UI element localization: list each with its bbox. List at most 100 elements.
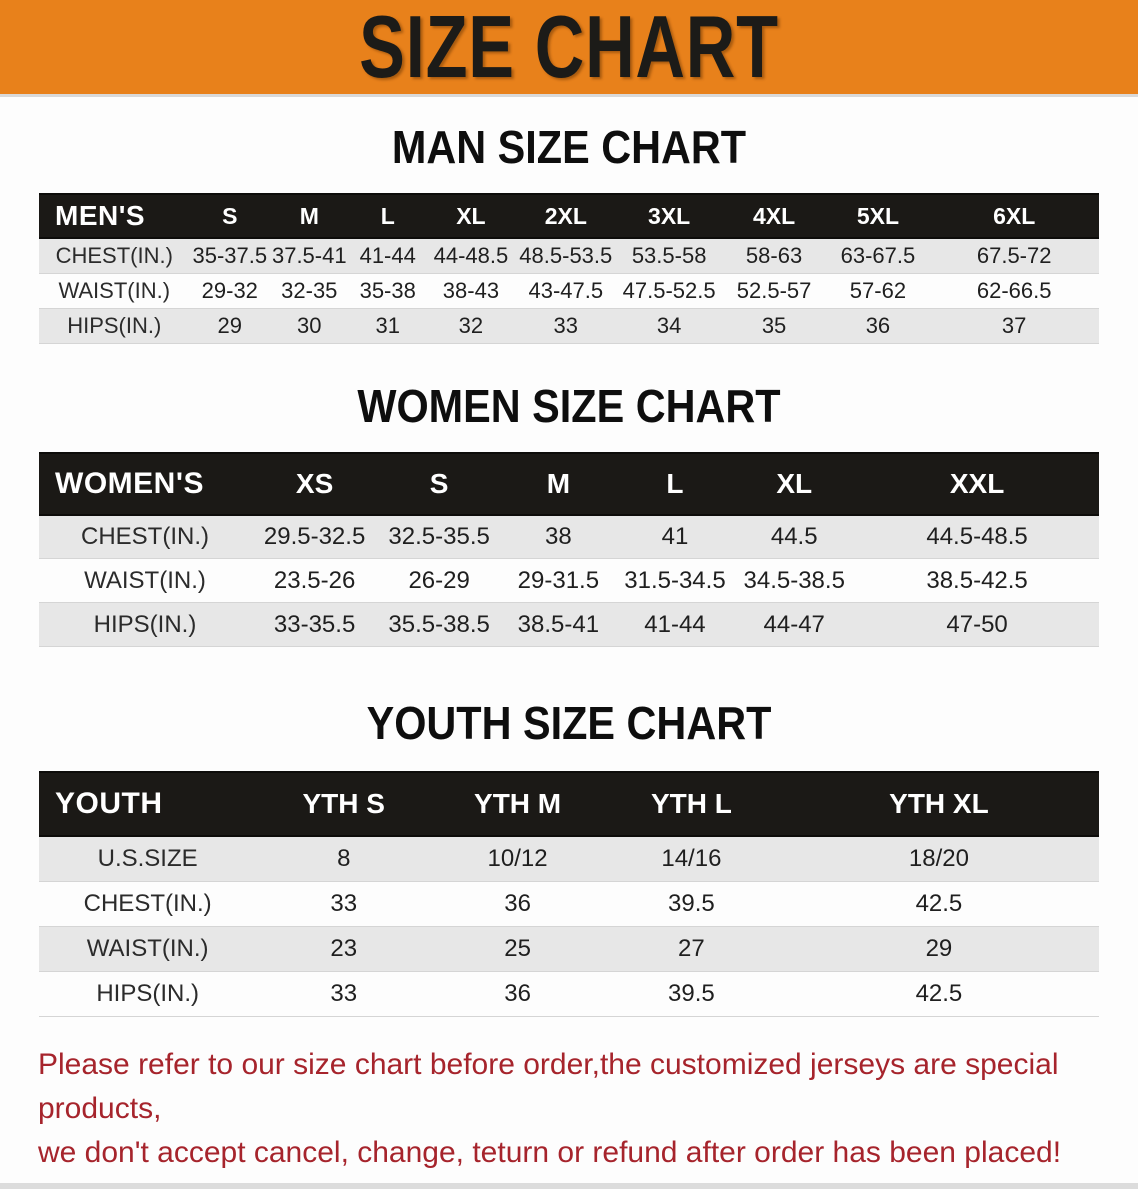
size-cell: 36 [431, 881, 604, 927]
size-cell: 67.5-72 [929, 238, 1099, 274]
size-cell: 25 [431, 926, 604, 972]
size-column-header: YTH XL [778, 771, 1099, 837]
size-cell: 14/16 [603, 836, 779, 882]
size-cell: 43-47.5 [514, 273, 617, 309]
youth-ussize-row: U.S.SIZE 8 10/12 14/16 18/20 [39, 836, 1099, 882]
note-line-2: we don't accept cancel, change, teturn o… [38, 1135, 1062, 1169]
size-cell: 52.5-57 [721, 273, 827, 309]
size-cell: 38.5-41 [500, 602, 617, 647]
size-cell: 35 [721, 308, 827, 344]
men-header-row: MEN'S S M L XL 2XL 3XL 4XL 5XL 6XL [39, 193, 1099, 239]
youth-waist-row: WAIST(IN.) 23 25 27 29 [39, 926, 1099, 972]
size-cell: 63-67.5 [826, 238, 930, 274]
size-column-header: M [500, 451, 617, 516]
men-section-heading: MAN SIZE CHART [391, 121, 747, 173]
row-label: WAIST(IN.) [39, 926, 257, 972]
size-column-header: XS [251, 451, 379, 516]
size-cell: 37 [929, 308, 1099, 344]
size-cell: 62-66.5 [929, 273, 1099, 309]
size-column-header: 3XL [616, 193, 722, 239]
size-column-header: XXL [855, 451, 1099, 516]
size-cell: 23.5-26 [251, 558, 379, 603]
size-cell: 58-63 [721, 238, 827, 274]
youth-hips-row: HIPS(IN.) 33 36 39.5 42.5 [39, 971, 1099, 1017]
size-cell: 35-37.5 [189, 238, 271, 274]
footer-note: Please refer to our size chart before or… [38, 1043, 1100, 1175]
youth-size-table: YOUTH YTH S YTH M YTH L YTH XL U.S.SIZE … [39, 771, 1099, 1017]
women-size-table: WOMEN'S XS S M L XL XXL CHEST(IN.) 29.5-… [39, 451, 1099, 647]
size-cell: 53.5-58 [616, 238, 722, 274]
row-label: WAIST(IN.) [39, 273, 190, 309]
size-cell: 38-43 [426, 273, 515, 309]
size-cell: 42.5 [778, 881, 1099, 927]
size-cell: 34.5-38.5 [733, 558, 856, 603]
row-label: HIPS(IN.) [39, 971, 257, 1017]
size-cell: 47.5-52.5 [616, 273, 722, 309]
banner: SIZE CHART [0, 0, 1138, 97]
size-column-header: S [189, 193, 271, 239]
size-cell: 29 [778, 926, 1099, 972]
size-cell: 29-32 [189, 273, 271, 309]
row-label: CHEST(IN.) [39, 881, 257, 927]
page-title: SIZE CHART [359, 0, 779, 96]
row-label: CHEST(IN.) [39, 238, 190, 274]
size-cell: 39.5 [603, 971, 779, 1017]
size-cell: 39.5 [603, 881, 779, 927]
size-cell: 36 [826, 308, 930, 344]
size-cell: 32.5-35.5 [378, 514, 501, 559]
men-table-title: MEN'S [39, 193, 190, 239]
women-section-heading: WOMEN SIZE CHART [357, 379, 781, 432]
youth-table-title: YOUTH [39, 771, 257, 837]
size-column-header: M [270, 193, 349, 239]
size-column-header: 5XL [826, 193, 930, 239]
size-cell: 35.5-38.5 [378, 602, 501, 647]
men-chest-row: CHEST(IN.) 35-37.5 37.5-41 41-44 44-48.5… [39, 238, 1099, 274]
youth-header-row: YOUTH YTH S YTH M YTH L YTH XL [39, 771, 1099, 837]
women-section: WOMEN SIZE CHART WOMEN'S XS S M L XL XXL [0, 379, 1138, 647]
size-cell: 29.5-32.5 [251, 514, 379, 559]
size-cell: 44.5-48.5 [855, 514, 1099, 559]
bottom-divider [0, 1182, 1138, 1189]
size-cell: 36 [431, 971, 604, 1017]
youth-section-heading: YOUTH SIZE CHART [366, 697, 772, 749]
row-label: CHEST(IN.) [39, 514, 251, 559]
size-cell: 41-44 [348, 238, 427, 274]
size-cell: 47-50 [855, 602, 1099, 647]
men-size-table: MEN'S S M L XL 2XL 3XL 4XL 5XL 6XL CHEST… [39, 193, 1099, 344]
size-cell: 10/12 [431, 836, 604, 882]
women-header-row: WOMEN'S XS S M L XL XXL [39, 451, 1099, 516]
size-cell: 34 [616, 308, 722, 344]
size-cell: 33-35.5 [251, 602, 379, 647]
size-cell: 33 [256, 971, 432, 1017]
women-waist-row: WAIST(IN.) 23.5-26 26-29 29-31.5 31.5-34… [39, 558, 1099, 603]
size-cell: 26-29 [378, 558, 501, 603]
size-cell: 44.5 [733, 514, 856, 559]
youth-chest-row: CHEST(IN.) 33 36 39.5 42.5 [39, 881, 1099, 927]
size-column-header: 4XL [721, 193, 827, 239]
size-cell: 41-44 [616, 602, 734, 647]
size-cell: 18/20 [778, 836, 1099, 882]
size-cell: 31 [348, 308, 427, 344]
row-label: HIPS(IN.) [39, 602, 251, 647]
size-cell: 29 [189, 308, 271, 344]
men-section: MAN SIZE CHART MEN'S S M L XL 2XL 3XL 4X… [0, 123, 1138, 344]
size-column-header: 6XL [929, 193, 1099, 239]
men-hips-row: HIPS(IN.) 29 30 31 32 33 34 35 36 37 [39, 308, 1099, 344]
size-cell: 42.5 [778, 971, 1099, 1017]
size-cell: 27 [603, 926, 779, 972]
size-cell: 30 [270, 308, 349, 344]
note-line-1: Please refer to our size chart before or… [38, 1047, 1059, 1125]
size-cell: 32-35 [270, 273, 349, 309]
size-cell: 33 [256, 881, 432, 927]
size-cell: 37.5-41 [270, 238, 349, 274]
row-label: WAIST(IN.) [39, 558, 251, 603]
size-cell: 44-47 [733, 602, 856, 647]
size-cell: 38.5-42.5 [855, 558, 1099, 603]
size-cell: 44-48.5 [426, 238, 515, 274]
size-cell: 33 [514, 308, 617, 344]
size-column-header: 2XL [514, 193, 617, 239]
size-column-header: YTH S [256, 771, 432, 837]
size-cell: 31.5-34.5 [616, 558, 734, 603]
size-column-header: S [378, 451, 501, 516]
